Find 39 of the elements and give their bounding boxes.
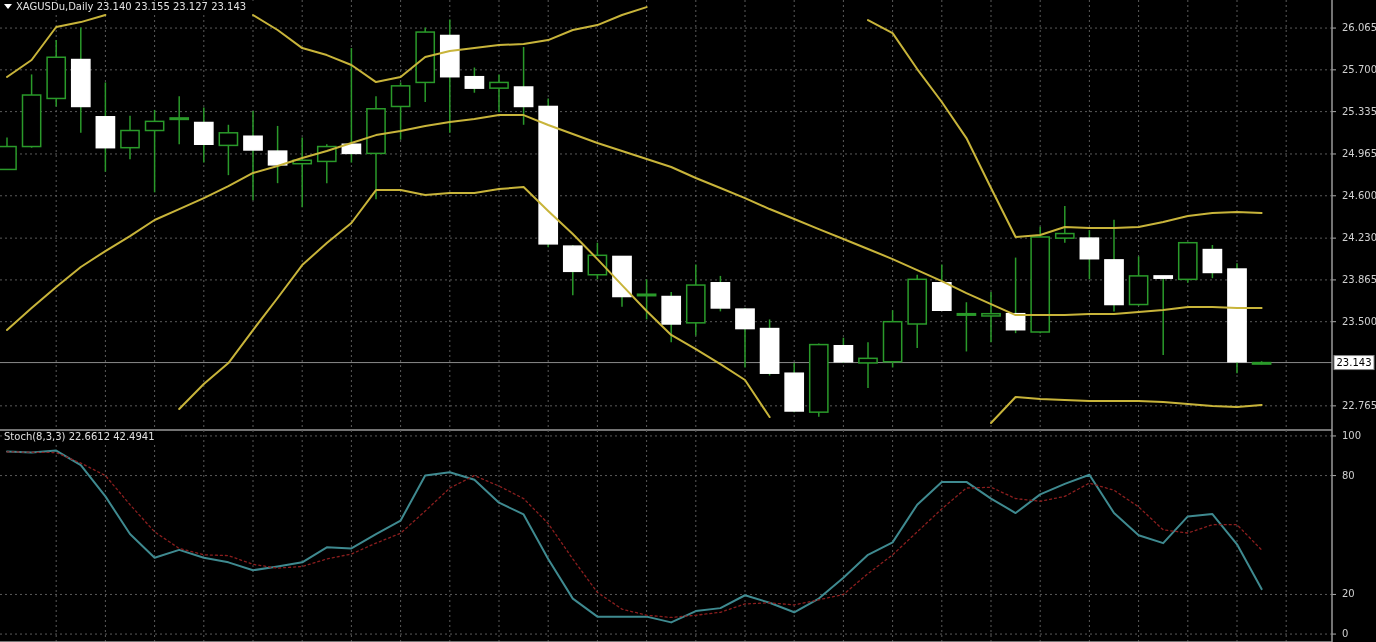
- candlestick: [267, 125, 288, 184]
- candlestick: [833, 336, 854, 364]
- ref-line-label: 23.143: [1336, 356, 1372, 368]
- candlestick: [390, 81, 411, 141]
- chart-title: XAGUSDu,Daily 23.140 23.155 23.127 23.143: [16, 1, 247, 12]
- candlestick: [144, 109, 165, 194]
- candlestick: [193, 106, 214, 164]
- candlestick: [243, 110, 263, 202]
- candlestick: [735, 307, 755, 369]
- y-tick-label: 0: [1342, 628, 1349, 640]
- candlestick: [858, 341, 878, 389]
- y-tick-label: 22.765: [1342, 399, 1376, 411]
- candlestick: [341, 47, 362, 164]
- y-tick-label: 24.965: [1342, 147, 1376, 159]
- y-tick-label: 23.865: [1342, 273, 1376, 285]
- candlestick: [981, 291, 1001, 344]
- y-tick-label: 20: [1342, 588, 1355, 600]
- y-tick-label: 23.500: [1342, 315, 1376, 327]
- chart-title: Stoch(8,3,3) 22.6612 42.4941: [4, 431, 155, 442]
- candlestick: [1079, 229, 1100, 281]
- candlestick: [464, 66, 485, 94]
- candlestick: [513, 46, 534, 126]
- y-tick-label: 25.335: [1342, 105, 1376, 117]
- y-tick-label: 24.600: [1342, 189, 1376, 201]
- y-tick-label: 25.700: [1342, 63, 1376, 75]
- candlestick: [1202, 244, 1223, 279]
- candlestick: [169, 95, 190, 145]
- y-tick-label: 26.065: [1342, 22, 1376, 34]
- candlestick: [218, 124, 239, 176]
- candlestick: [1153, 275, 1174, 356]
- line-series: [6, 114, 1263, 332]
- candlestick: [636, 278, 657, 321]
- candlestick: [120, 114, 140, 160]
- candlestick: [1054, 205, 1075, 244]
- y-tick-label: 80: [1342, 469, 1355, 481]
- y-tick-label: 24.230: [1342, 232, 1376, 244]
- candlestick: [489, 73, 509, 113]
- y-tick-label: 100: [1342, 429, 1362, 441]
- candlestick: [956, 301, 977, 353]
